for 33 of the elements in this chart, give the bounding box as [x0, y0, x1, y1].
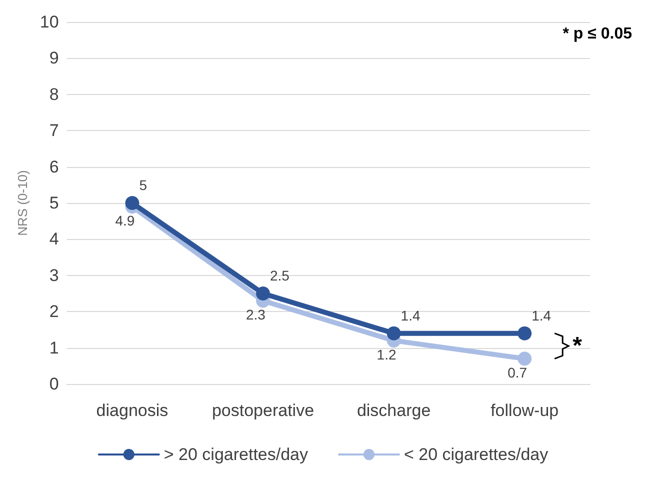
y-tick-label: 5 [49, 194, 59, 212]
x-tick-label: postoperative [212, 401, 314, 420]
y-tick-label: 4 [49, 230, 59, 249]
legend-label: > 20 cigarettes/day [164, 445, 308, 464]
point [256, 286, 270, 300]
y-tick-label: 8 [49, 84, 59, 104]
y-tick-label: 6 [49, 157, 59, 176]
point [125, 196, 140, 210]
y-tick-label: 10 [40, 12, 59, 32]
point [518, 326, 532, 340]
point [386, 326, 401, 340]
point [518, 352, 532, 366]
legend-label: < 20 cigarettes/day [404, 445, 549, 464]
x-tick-label: diagnosis [96, 401, 168, 420]
y-tick-label: 1 [49, 338, 59, 358]
data-label: 1.4 [532, 307, 552, 324]
y-tick-label: 0 [49, 374, 59, 394]
x-tick-label: follow-up [490, 401, 559, 420]
y-tick-label: 3 [49, 266, 59, 285]
data-label: 1.2 [376, 346, 396, 363]
y-axis-title: NRS (0-10) [15, 170, 30, 236]
y-tick-label: 7 [49, 121, 59, 140]
annotation: * p ≤ 0.05 [562, 26, 632, 42]
data-label: 2.5 [270, 268, 290, 284]
data-label: 0.7 [508, 364, 528, 381]
annotation: * [572, 332, 583, 360]
data-label: 1.4 [400, 307, 420, 324]
y-tick-label: 9 [49, 48, 59, 68]
data-label: 4.9 [115, 212, 135, 229]
data-label: 2.3 [246, 306, 266, 323]
y-tick-label: 2 [49, 302, 59, 322]
data-label: 5 [139, 177, 148, 193]
x-tick-label: discharge [356, 401, 431, 420]
